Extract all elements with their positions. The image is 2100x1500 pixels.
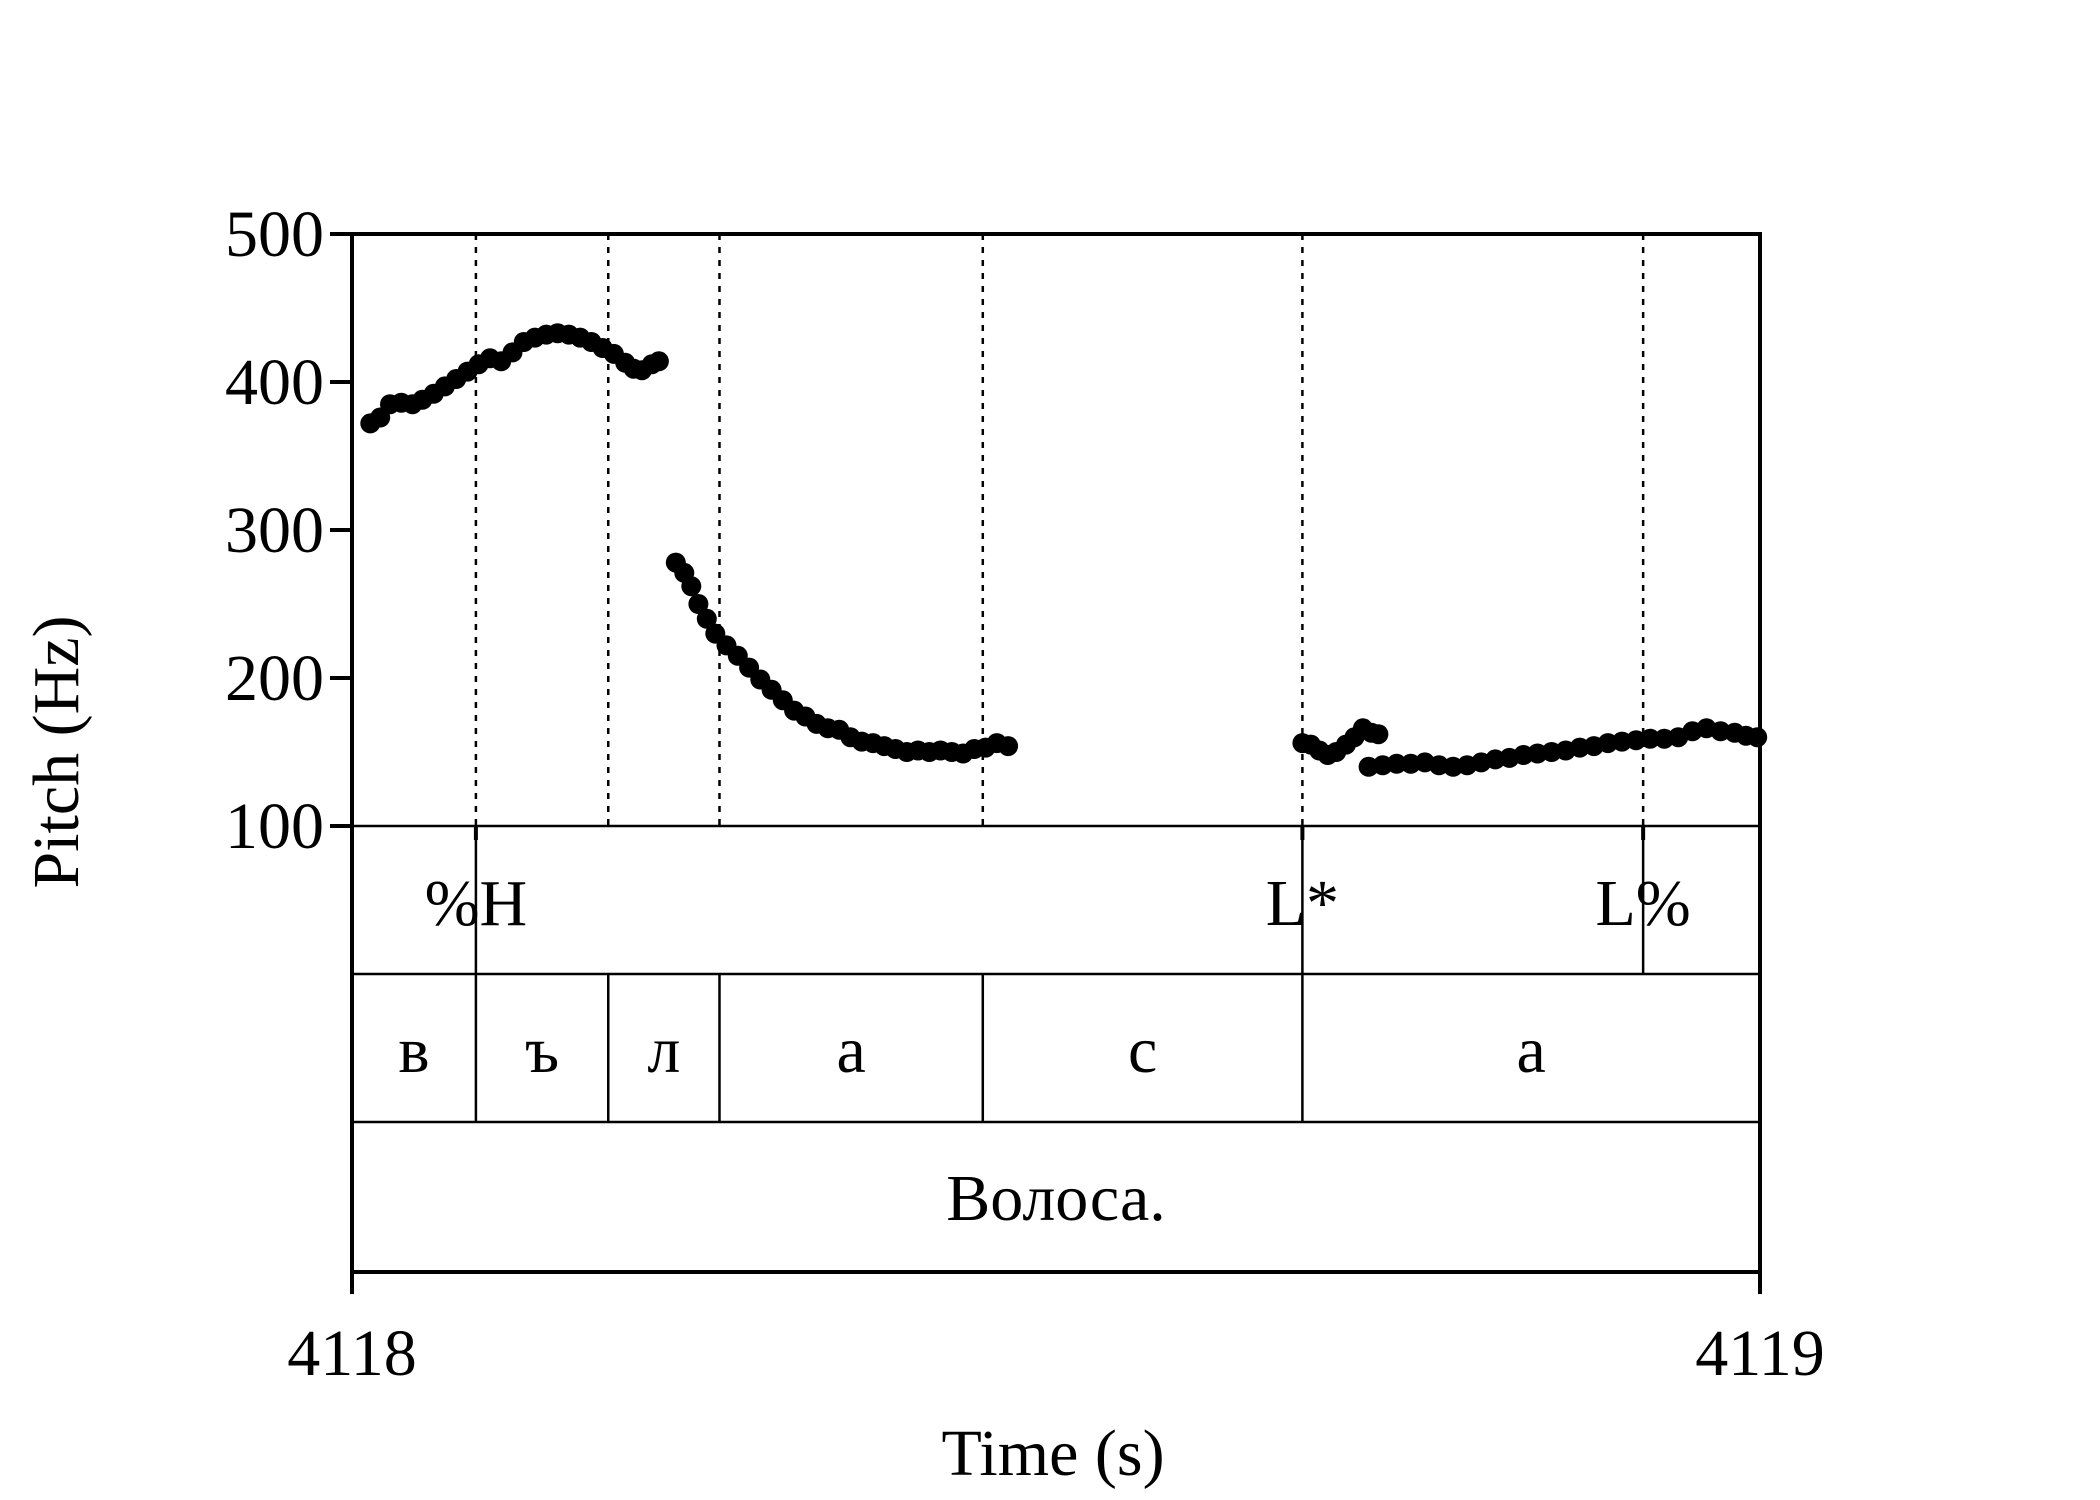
boundary-guides: [474, 234, 1645, 826]
x-axis-label: Time (s): [941, 1417, 1164, 1490]
tone-label: %H: [425, 867, 528, 940]
pitch-point: [1747, 727, 1768, 748]
y-tick-label: 300: [225, 494, 324, 567]
pitch-point: [648, 351, 669, 372]
segment-label: а: [1517, 1014, 1546, 1087]
segment-label: с: [1128, 1014, 1157, 1087]
pitch-point: [1386, 753, 1407, 774]
segment-label: а: [836, 1014, 865, 1087]
x-tick-label: 4119: [1695, 1317, 1825, 1390]
segment-label: ъ: [525, 1014, 559, 1087]
pitch-track: [360, 323, 1768, 777]
pitch-point: [681, 576, 702, 597]
axes: 100 200 300 400 500 4118 4119: [225, 198, 1825, 1390]
y-axis-label: Pitch (Hz): [20, 615, 93, 888]
word-label: Волоса.: [946, 1162, 1166, 1235]
annotation-tiers: %H L* L% в ъ л а с а Волоса.: [398, 826, 1691, 1235]
y-tick-label: 400: [225, 346, 324, 419]
pitch-point: [1640, 728, 1661, 749]
pitch-point: [1368, 724, 1389, 745]
pitch-point: [696, 608, 717, 629]
x-tick-label: 4118: [287, 1317, 417, 1390]
pitch-point: [688, 594, 709, 614]
tone-label: L*: [1266, 867, 1339, 940]
y-tick-label: 100: [225, 790, 324, 863]
y-tick-label: 200: [225, 642, 324, 715]
segment-label: в: [398, 1014, 429, 1087]
tone-label: L%: [1595, 867, 1690, 940]
y-tick-label: 500: [225, 198, 324, 271]
segment-label: л: [647, 1014, 680, 1087]
pitch-point: [998, 736, 1019, 757]
plot-frame: [350, 232, 1762, 1274]
